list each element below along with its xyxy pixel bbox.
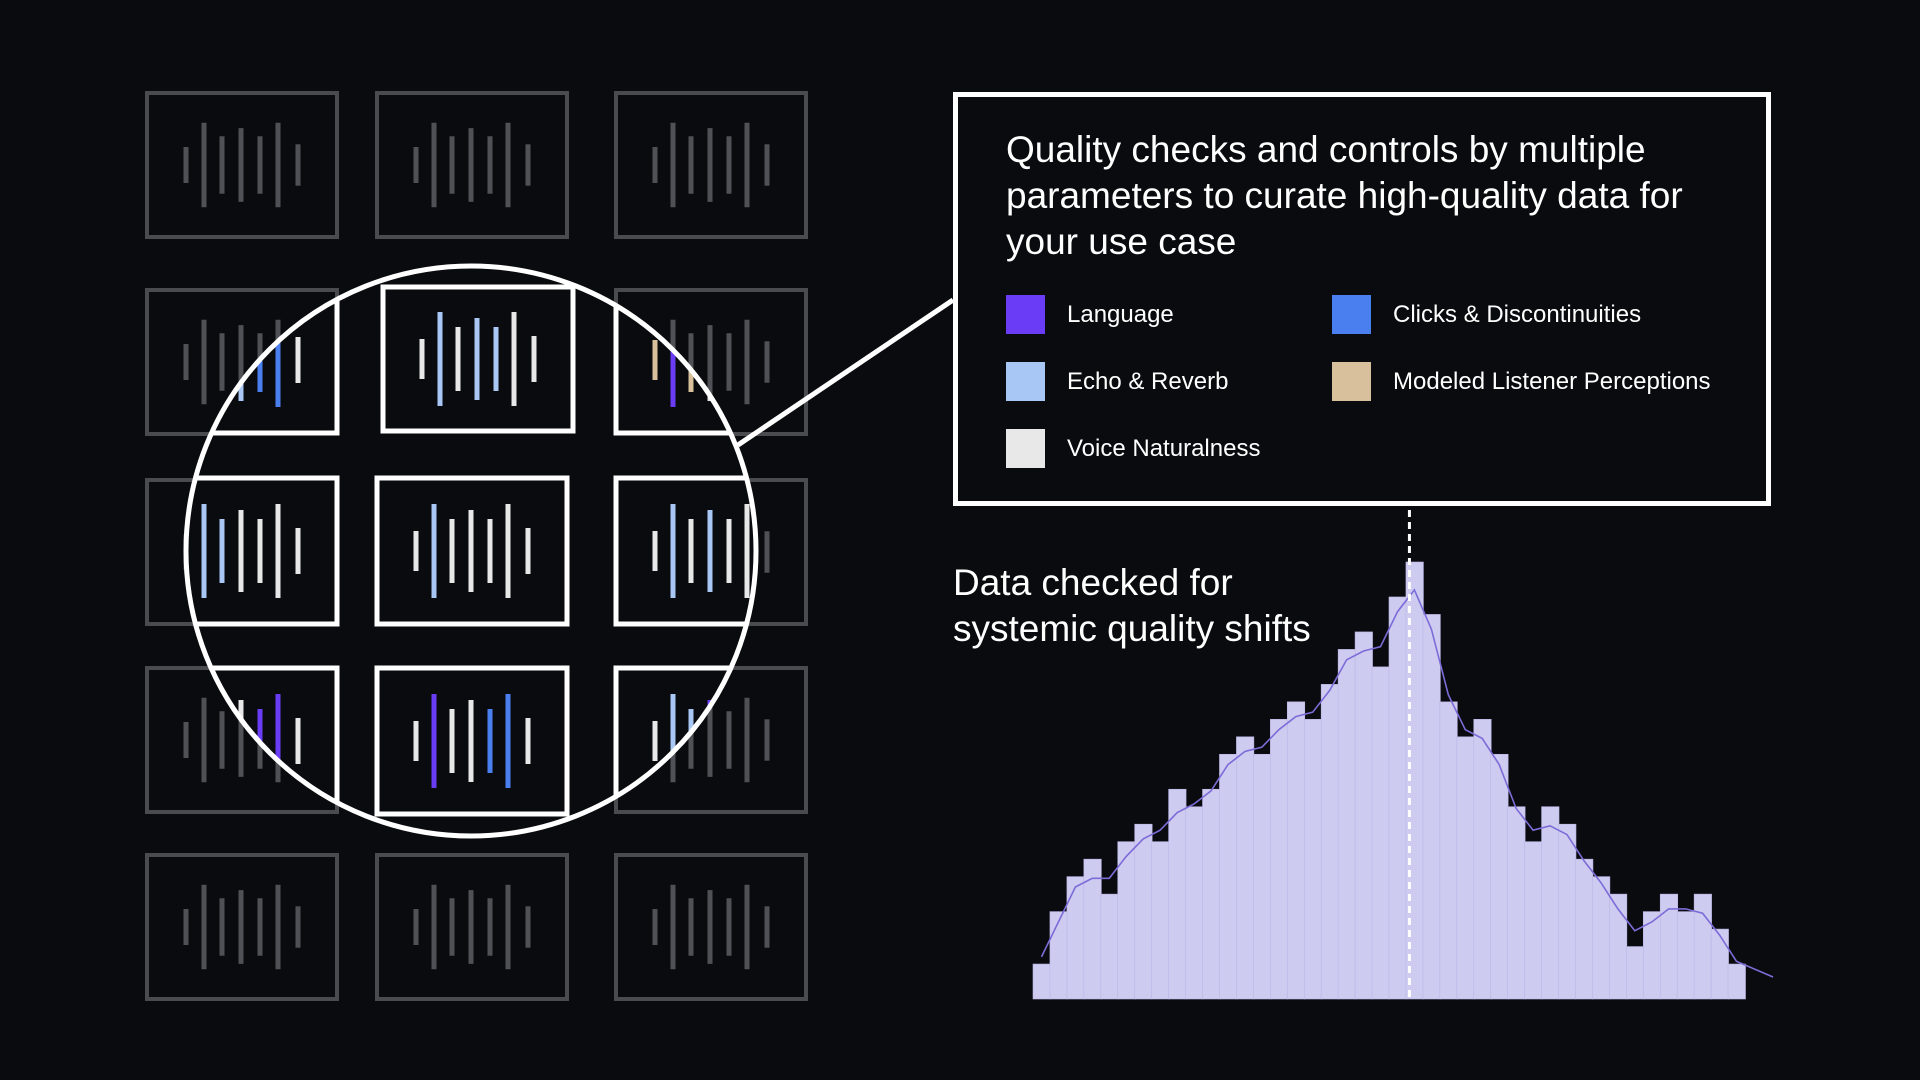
- histogram-bar: [1117, 841, 1136, 1000]
- legend-item-perceptions: Modeled Listener Perceptions: [1332, 362, 1711, 401]
- histogram-bar: [1371, 666, 1390, 1000]
- histogram-bar: [1270, 719, 1289, 1000]
- legend-swatch-clicks: [1332, 295, 1371, 334]
- histogram-bar: [1049, 911, 1068, 1000]
- dim-card: [375, 91, 569, 239]
- highlighted-card: [613, 475, 756, 627]
- histogram-bar: [1575, 858, 1594, 1000]
- legend-label-naturalness: Voice Naturalness: [1067, 434, 1261, 462]
- histogram-bar: [1439, 701, 1458, 1000]
- lens-connector-line: [736, 297, 955, 448]
- legend-swatch-echo: [1006, 362, 1045, 401]
- histogram-bar: [1456, 736, 1475, 1000]
- histogram-bar: [1422, 614, 1441, 1000]
- histogram-bar: [1524, 841, 1543, 1000]
- legend-label-perceptions: Modeled Listener Perceptions: [1393, 367, 1711, 395]
- histogram-bar: [1490, 753, 1509, 1000]
- legend-label-language: Language: [1067, 300, 1174, 328]
- histogram-bar: [1693, 893, 1712, 1000]
- histogram-bar: [1100, 893, 1119, 1000]
- histogram-bar: [1558, 823, 1577, 1000]
- histogram-bar: [1032, 963, 1051, 1000]
- histogram-bar: [1473, 719, 1492, 1000]
- histogram-bar: [1151, 841, 1170, 1000]
- dim-card: [614, 91, 808, 239]
- histogram-bar: [1626, 946, 1645, 1000]
- callout-title: Quality checks and controls by multiple …: [1006, 129, 1683, 262]
- legend-label-clicks: Clicks & Discontinuities: [1393, 300, 1642, 328]
- histogram-bar: [1388, 596, 1407, 1000]
- histogram-bar: [1710, 928, 1729, 1000]
- histogram-bar: [1727, 963, 1746, 1000]
- histogram-bar: [1354, 631, 1373, 1000]
- histogram-bar: [1676, 911, 1695, 1000]
- legend-swatch-perceptions: [1332, 362, 1371, 401]
- magnifier-lens-icon: [183, 263, 759, 839]
- legend-item-echo: Echo & Reverb: [1006, 362, 1228, 401]
- density-curve-line: [1040, 588, 1774, 978]
- callout-box: Quality checks and controls by multiple …: [953, 92, 1771, 506]
- histogram-bar: [1185, 806, 1204, 1000]
- histogram-bar: [1337, 649, 1356, 1000]
- histogram-bar: [1286, 701, 1306, 1000]
- histogram-bar: [1083, 858, 1102, 1000]
- legend-swatch-language: [1006, 295, 1045, 334]
- legend-item-clicks: Clicks & Discontinuities: [1332, 295, 1641, 334]
- histogram: [1032, 561, 1746, 1000]
- histogram-bar: [1592, 876, 1611, 1000]
- dim-card: [614, 853, 808, 1001]
- histogram-bar: [1236, 736, 1255, 1000]
- histogram-bar: [1134, 823, 1153, 1000]
- histogram-bar: [1541, 806, 1560, 1000]
- histogram-bar: [1202, 788, 1221, 1000]
- dim-card: [145, 91, 339, 239]
- histogram-bar: [1219, 753, 1238, 1000]
- histogram-bar: [1253, 753, 1272, 1000]
- legend-swatch-naturalness: [1006, 429, 1045, 468]
- histogram-bar: [1303, 719, 1322, 1000]
- dim-card: [145, 853, 339, 1001]
- legend-label-echo: Echo & Reverb: [1067, 367, 1229, 395]
- highlighted-card-grid: [186, 284, 756, 817]
- histogram-bar: [1320, 684, 1339, 1000]
- dim-card: [375, 853, 569, 1001]
- histogram-bar: [1066, 876, 1085, 1000]
- histogram-bar: [1168, 788, 1187, 1000]
- legend-item-naturalness: Voice Naturalness: [1006, 429, 1260, 468]
- legend-item-language: Language: [1006, 295, 1174, 334]
- histogram-bar: [1507, 806, 1526, 1000]
- histogram-bar: [1659, 893, 1678, 1000]
- highlighted-card: [380, 284, 576, 434]
- histogram-caption: Data checked for systemic quality shifts: [953, 562, 1311, 649]
